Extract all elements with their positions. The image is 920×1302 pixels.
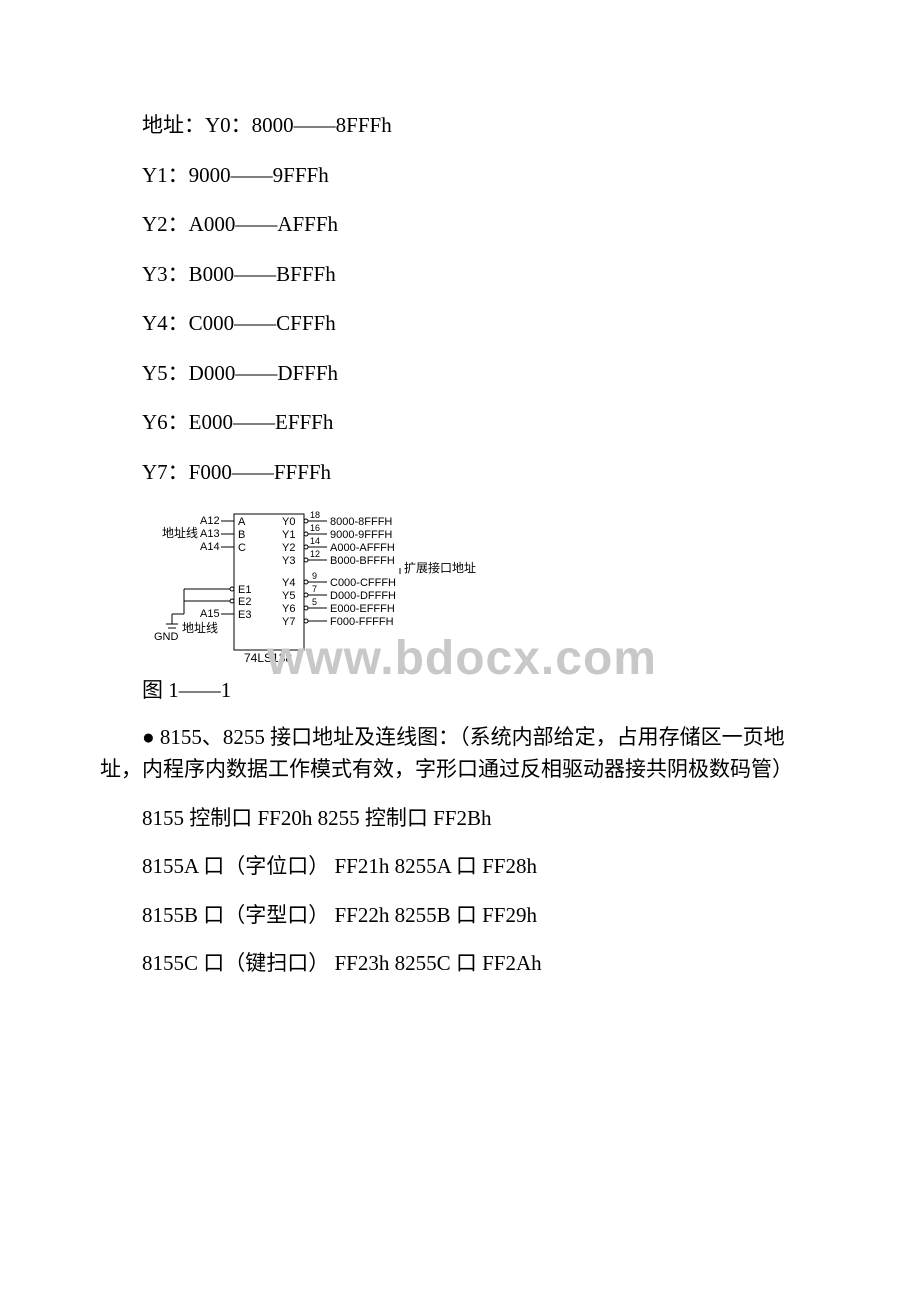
pin-y2: 14 <box>310 536 320 546</box>
addr-line-y3: Y3：B000——BFFFh <box>100 259 820 291</box>
pin-y6: 5 <box>312 597 317 607</box>
pin-y1: 16 <box>310 523 320 533</box>
pin-y4: 9 <box>312 571 317 581</box>
gnd-label: GND <box>154 631 179 643</box>
out-y7: Y7 <box>282 616 295 628</box>
pin-y5: 7 <box>312 584 317 594</box>
addr-line-y6: Y6：E000——EFFFh <box>100 407 820 439</box>
port-line-4: 8155C 口（键扫口） FF23h 8255C 口 FF2Ah <box>100 947 820 980</box>
addr-line-y0: 地址：Y0：8000——8FFFh <box>100 110 820 142</box>
port-line-2: 8155A 口（字位口） FF21h 8255A 口 FF28h <box>100 850 820 883</box>
out-y3: Y3 <box>282 555 295 567</box>
out-y4: Y4 <box>282 577 295 589</box>
pin-e1: E1 <box>238 584 251 596</box>
in-a12: A12 <box>200 515 220 527</box>
addr-line-y4: Y4：C000——CFFFh <box>100 308 820 340</box>
pin-a: A <box>238 516 246 528</box>
addr-line-y7: Y7：F000——FFFFh <box>100 457 820 489</box>
port-line-3: 8155B 口（字型口） FF22h 8255B 口 FF29h <box>100 899 820 932</box>
pin-y0: 18 <box>310 510 320 520</box>
range-y2: A000-AFFFH <box>330 542 395 554</box>
port-line-1: 8155 控制口 FF20h 8255 控制口 FF2Bh <box>100 802 820 835</box>
pin-e2: E2 <box>238 596 251 608</box>
in-a15: A15 <box>200 608 220 620</box>
range-y5: D000-DFFFH <box>330 590 396 602</box>
range-y4: C000-CFFFH <box>330 577 396 589</box>
range-y6: E000-EFFFH <box>330 603 395 615</box>
intro-paragraph: ● 8155、8255 接口地址及连线图：（系统内部给定，占用存储区一页地址，内… <box>100 721 820 786</box>
range-y1: 9000-9FFFH <box>330 529 392 541</box>
in-a13: A13 <box>200 528 220 540</box>
range-y3: B000-BFFFH <box>330 555 395 567</box>
addr-line-label-left: 地址线 <box>162 526 198 540</box>
out-y0: Y0 <box>282 516 295 528</box>
out-y2: Y2 <box>282 542 295 554</box>
range-y7: F000-FFFFH <box>330 616 394 628</box>
pin-y3: 12 <box>310 549 320 559</box>
figure-caption: 图 1——1 <box>100 675 820 707</box>
ext-addr-label: 扩展接口地址 <box>404 560 476 575</box>
addr-line-label-bottom: 地址线 <box>182 621 218 635</box>
decoder-diagram: A12 A 地址线 A13 B A14 C E1 E2 A15 E3 <box>152 506 820 671</box>
pin-b: B <box>238 529 245 541</box>
pin-e3: E3 <box>238 609 251 621</box>
addr-line-y1: Y1：9000——9FFFh <box>100 160 820 192</box>
addr-line-y5: Y5：D000——DFFFh <box>100 358 820 390</box>
range-y0: 8000-8FFFH <box>330 516 392 528</box>
out-y1: Y1 <box>282 529 295 541</box>
pin-c: C <box>238 542 246 554</box>
decoder-svg: A12 A 地址线 A13 B A14 C E1 E2 A15 E3 <box>152 506 492 666</box>
in-a14: A14 <box>200 541 220 553</box>
out-y5: Y5 <box>282 590 295 602</box>
chip-label: 74LS138 <box>244 651 292 665</box>
out-y6: Y6 <box>282 603 295 615</box>
addr-line-y2: Y2：A000——AFFFh <box>100 209 820 241</box>
